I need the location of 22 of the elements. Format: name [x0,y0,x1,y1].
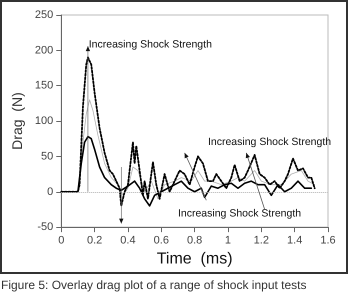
y-tick-label: 200 [34,44,54,56]
x-tick-label: 1.6 [320,234,336,247]
y-tick-label: 0 [47,186,54,198]
x-tick-label: 0 [58,234,64,247]
x-tick-label: 1 [224,234,232,247]
caption: Figure 5: Overlay drag plot of a range of shock input tests [1,278,308,292]
y-tick-label: 100 [34,115,54,128]
x-tick-label: 0.6 [154,234,169,247]
y-tick-label: 50 [41,150,54,162]
y-tick-label: 150 [34,80,54,92]
annotation: Increasing Shock Strength [178,207,302,220]
annotation: Increasing Shock Strength [88,38,212,50]
x-tick-label: 1.2 [254,234,269,247]
y-tick-label: 250 [34,9,54,21]
y-axis-title: Drag (N) [9,92,25,150]
x-tick-label: 0.8 [186,234,202,247]
x-tick-label: 0.2 [86,234,102,247]
x-tick-label: 0.4 [120,234,136,247]
annotation: Increasing Shock Strength [208,136,332,148]
x-axis-title: Time (ms) [156,250,233,268]
x-tick-label: 1.4 [287,234,302,247]
y-tick-label: -50 [37,221,54,234]
